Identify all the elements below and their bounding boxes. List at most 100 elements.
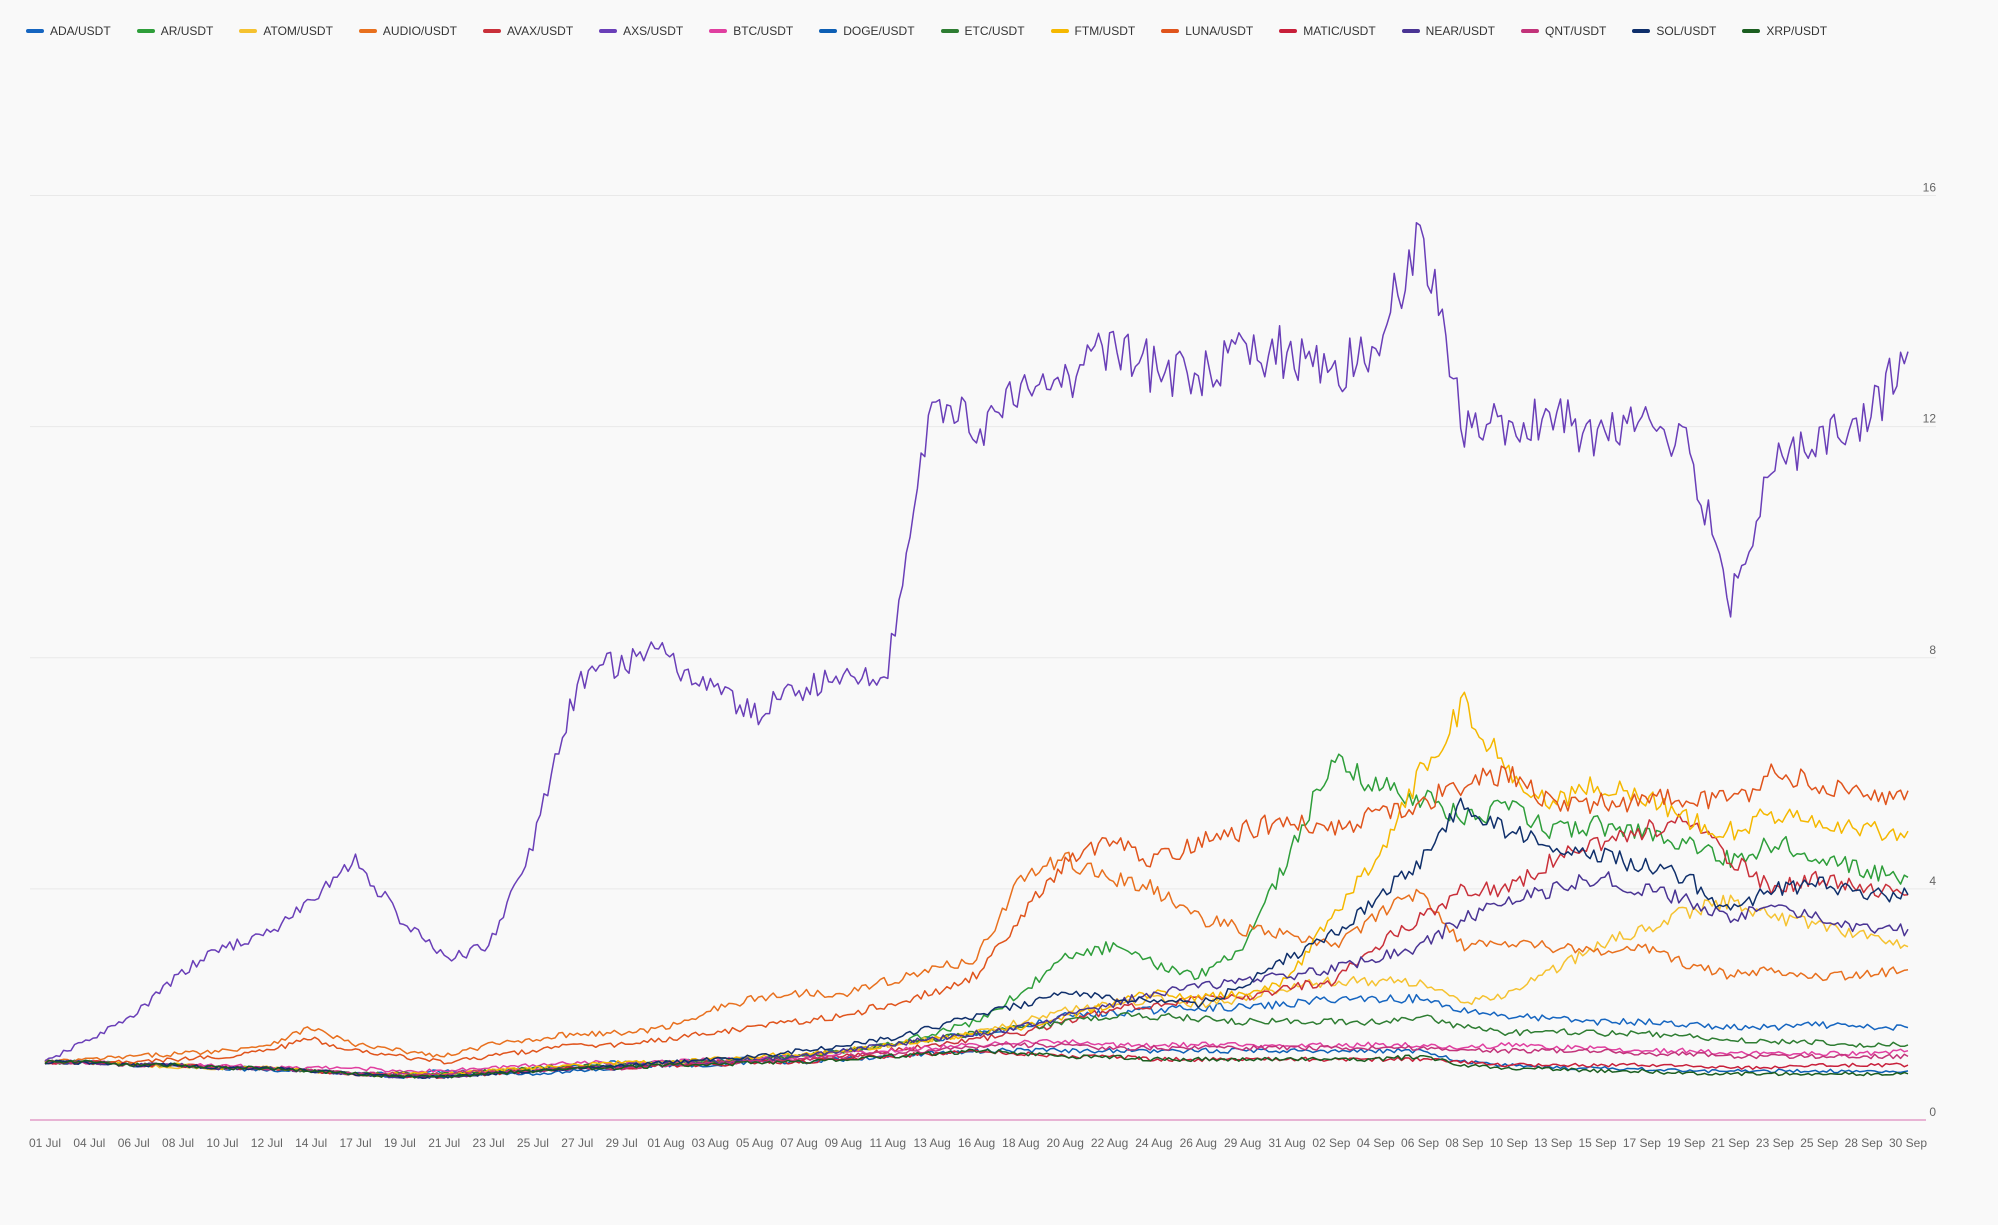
x-tick-label: 03 Aug	[692, 1136, 729, 1150]
x-tick-label: 22 Aug	[1091, 1136, 1128, 1150]
series-line-sol-usdt[interactable]	[45, 797, 1909, 1079]
x-tick-label: 01 Jul	[29, 1136, 61, 1150]
legend-item-ftm-usdt[interactable]: FTM/USDT	[1050, 24, 1136, 38]
legend-item-doge-usdt[interactable]: DOGE/USDT	[819, 24, 915, 38]
legend-item-btc-usdt[interactable]: BTC/USDT	[709, 24, 793, 38]
legend-item-atom-usdt[interactable]: ATOM/USDT	[239, 24, 333, 38]
legend-swatch	[239, 29, 258, 33]
x-tick-label: 19 Sep	[1667, 1136, 1705, 1150]
x-tick-label: 14 Jul	[295, 1136, 327, 1150]
legend-swatch	[1632, 29, 1651, 33]
x-tick-label: 17 Jul	[339, 1136, 371, 1150]
legend-swatch	[482, 29, 501, 33]
series-line-avax-usdt[interactable]	[44, 813, 1909, 1080]
legend-label: FTM/USDT	[1074, 24, 1136, 38]
legend-item-qnt-usdt[interactable]: QNT/USDT	[1521, 24, 1606, 38]
x-tick-label: 04 Jul	[73, 1136, 105, 1150]
x-tick-label: 31 Aug	[1268, 1136, 1305, 1150]
legend-item-axs-usdt[interactable]: AXS/USDT	[599, 24, 683, 38]
x-tick-label: 17 Sep	[1623, 1136, 1661, 1150]
legend-swatch	[358, 29, 377, 33]
legend-swatch	[819, 29, 838, 33]
x-tick-label: 21 Jul	[428, 1136, 460, 1150]
x-tick-label: 13 Sep	[1534, 1136, 1572, 1150]
x-tick-label: 18 Aug	[1002, 1136, 1039, 1150]
series-lines	[44, 222, 1909, 1080]
legend-label: SOL/USDT	[1656, 24, 1717, 38]
legend-item-sol-usdt[interactable]: SOL/USDT	[1632, 24, 1716, 38]
x-tick-label: 06 Jul	[118, 1136, 150, 1150]
legend-label: AUDIO/USDT	[382, 24, 457, 38]
x-tick-label: 19 Jul	[384, 1136, 416, 1150]
x-tick-label: 28 Sep	[1845, 1136, 1883, 1150]
y-tick-label: 0	[1929, 1105, 1936, 1119]
legend-item-matic-usdt[interactable]: MATIC/USDT	[1279, 24, 1376, 38]
x-tick-label: 01 Aug	[647, 1136, 684, 1150]
legend-swatch	[26, 29, 44, 33]
x-tick-label: 13 Aug	[913, 1136, 950, 1150]
legend-item-near-usdt[interactable]: NEAR/USDT	[1401, 24, 1495, 38]
y-axis: 0 4 8 12 16	[1923, 181, 1937, 1119]
series-line-btc-usdt[interactable]	[44, 1038, 1909, 1074]
x-tick-label: 20 Aug	[1047, 1136, 1084, 1150]
legend-label: ETC/USDT	[964, 24, 1025, 38]
legend-label: QNT/USDT	[1545, 24, 1607, 38]
legend-label: LUNA/USDT	[1185, 24, 1254, 38]
legend-label: MATIC/USDT	[1303, 24, 1376, 38]
legend-swatch	[1050, 29, 1069, 33]
y-tick-label: 16	[1923, 181, 1937, 195]
x-tick-label: 11 Aug	[870, 1136, 906, 1150]
legend-swatch	[1279, 29, 1298, 33]
chart-legend: ADA/USDT AR/USDT ATOM/USDT AUDIO/USDT AVAX/U…	[26, 24, 1853, 38]
legend-label: NEAR/USDT	[1425, 24, 1495, 38]
legend-item-luna-usdt[interactable]: LUNA/USDT	[1161, 24, 1253, 38]
x-tick-label: 10 Sep	[1490, 1136, 1528, 1150]
legend-item-xrp-usdt[interactable]: XRP/USDT	[1742, 24, 1827, 38]
legend-swatch	[1521, 29, 1539, 33]
x-tick-label: 02 Sep	[1312, 1136, 1350, 1150]
legend-label: XRP/USDT	[1766, 24, 1828, 38]
x-tick-label: 29 Aug	[1224, 1136, 1261, 1150]
x-tick-label: 05 Aug	[736, 1136, 773, 1150]
y-tick-label: 12	[1923, 412, 1937, 426]
legend-swatch	[1161, 29, 1180, 33]
legend-item-ada-usdt[interactable]: ADA/USDT	[26, 24, 111, 38]
x-tick-label: 26 Aug	[1180, 1136, 1217, 1150]
x-tick-label: 30 Sep	[1889, 1136, 1927, 1150]
series-line-axs-usdt[interactable]	[44, 222, 1909, 1062]
x-tick-label: 23 Sep	[1756, 1136, 1794, 1150]
legend-item-etc-usdt[interactable]: ETC/USDT	[940, 24, 1025, 38]
y-tick-label: 8	[1929, 643, 1936, 657]
series-line-luna-usdt[interactable]	[44, 763, 1909, 1065]
legend-item-audio-usdt[interactable]: AUDIO/USDT	[358, 24, 457, 38]
x-tick-label: 16 Aug	[958, 1136, 995, 1150]
x-tick-label: 27 Jul	[561, 1136, 593, 1150]
legend-item-ar-usdt[interactable]: AR/USDT	[136, 24, 214, 38]
x-tick-label: 09 Aug	[825, 1136, 862, 1150]
y-tick-label: 4	[1929, 874, 1936, 888]
x-tick-label: 12 Jul	[251, 1136, 283, 1150]
x-tick-label: 29 Jul	[606, 1136, 638, 1150]
legend-label: ATOM/USDT	[263, 24, 333, 38]
series-line-near-usdt[interactable]	[44, 871, 1909, 1079]
x-tick-label: 21 Sep	[1712, 1136, 1750, 1150]
x-axis: 01 Jul 04 Jul 06 Jul 08 Jul 10 Jul 12 Jul 14 J…	[29, 1136, 1927, 1150]
series-line-xrp-usdt[interactable]	[44, 1048, 1909, 1079]
legend-swatch	[940, 29, 959, 33]
series-line-audio-usdt[interactable]	[44, 851, 1909, 1064]
legend-label: AR/USDT	[160, 24, 214, 38]
legend-swatch	[1401, 29, 1420, 33]
gridlines	[30, 195, 1936, 1121]
series-line-ar-usdt[interactable]	[44, 753, 1909, 1078]
x-tick-label: 25 Sep	[1800, 1136, 1838, 1150]
x-tick-label: 07 Aug	[780, 1136, 817, 1150]
legend-swatch	[709, 29, 728, 33]
x-tick-label: 08 Sep	[1445, 1136, 1483, 1150]
legend-item-avax-usdt[interactable]: AVAX/USDT	[482, 24, 573, 38]
legend-label: DOGE/USDT	[843, 24, 915, 38]
x-tick-label: 10 Jul	[206, 1136, 238, 1150]
x-tick-label: 06 Sep	[1401, 1136, 1439, 1150]
x-tick-label: 04 Sep	[1357, 1136, 1395, 1150]
x-tick-label: 25 Jul	[517, 1136, 549, 1150]
x-tick-label: 08 Jul	[162, 1136, 194, 1150]
